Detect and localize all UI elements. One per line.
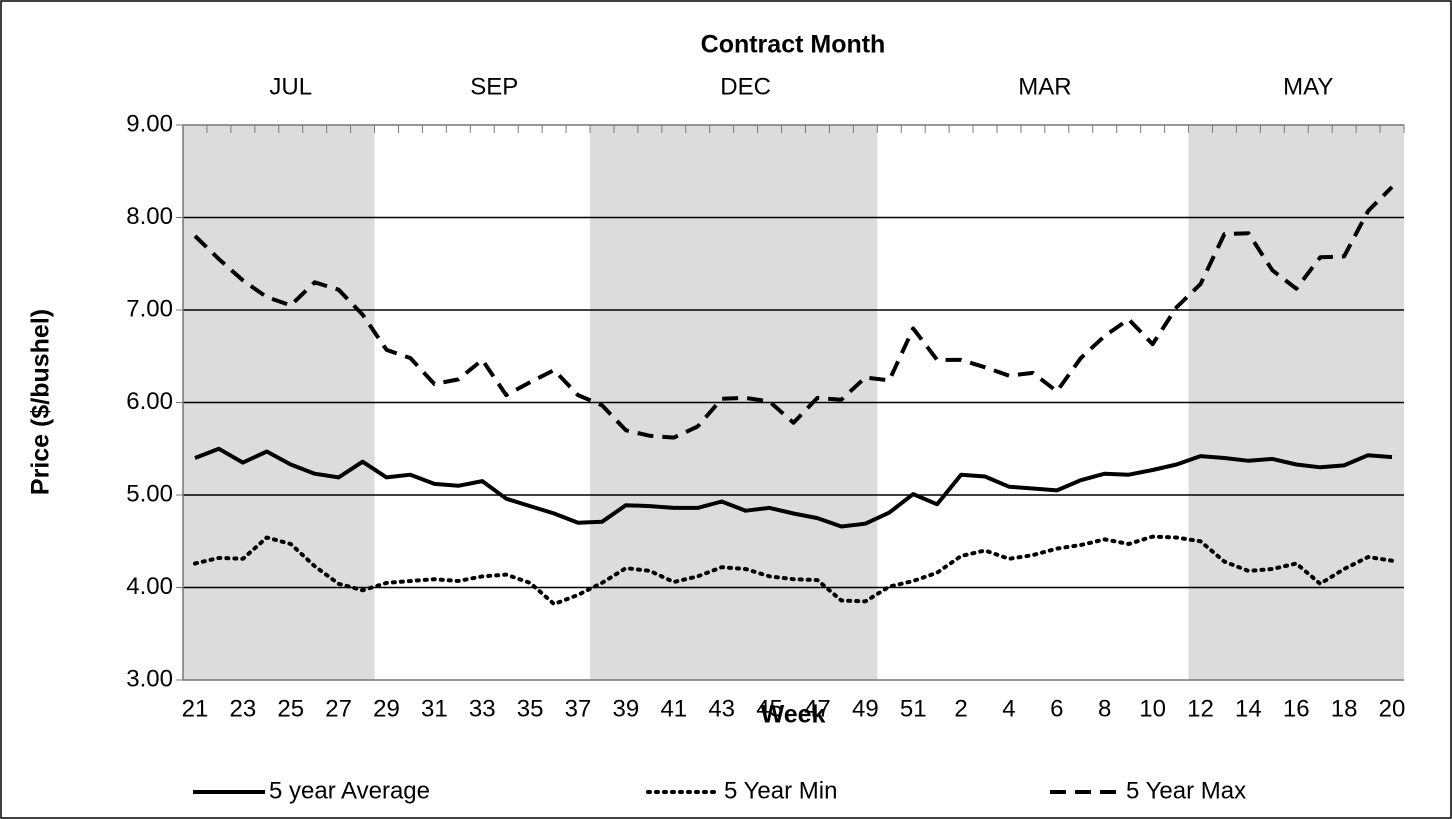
x-tick-label: 6 — [1050, 695, 1063, 722]
series-line — [193, 534, 1394, 607]
x-tick-label: 18 — [1331, 695, 1358, 722]
x-tick-label: 20 — [1379, 695, 1406, 722]
y-tick-label: 3.00 — [126, 665, 173, 692]
y-tick-label: 6.00 — [126, 388, 173, 415]
x-tick-label: 37 — [565, 695, 592, 722]
series-line — [193, 185, 1394, 440]
x-tick-label: 33 — [469, 695, 496, 722]
series-line — [194, 446, 1393, 529]
x-tick-label: 4 — [1002, 695, 1015, 722]
x-tick-label: 21 — [182, 695, 209, 722]
month-label: DEC — [720, 73, 771, 100]
y-tick-label: 7.00 — [126, 295, 173, 322]
x-tick-label: 49 — [852, 695, 879, 722]
legend-label: 5 Year Min — [724, 777, 837, 804]
x-tick-label: 47 — [804, 695, 831, 722]
x-tick-label: 29 — [373, 695, 400, 722]
top-axis-title: Contract Month — [701, 31, 886, 59]
x-axis-title: Week — [761, 701, 826, 729]
x-tick-label: 39 — [613, 695, 640, 722]
x-tick-label: 23 — [230, 695, 257, 722]
y-tick-label: 9.00 — [126, 110, 173, 137]
month-label: JUL — [269, 73, 312, 100]
x-tick-label: 43 — [708, 695, 735, 722]
y-axis-title: Price ($/bushel) — [27, 309, 55, 495]
x-tick-label: 16 — [1283, 695, 1310, 722]
x-tick-label: 14 — [1235, 695, 1262, 722]
x-tick-label: 27 — [325, 695, 352, 722]
x-tick-label: 35 — [517, 695, 544, 722]
x-tick-label: 8 — [1098, 695, 1111, 722]
x-tick-label: 31 — [421, 695, 448, 722]
x-tick-label: 10 — [1139, 695, 1166, 722]
month-label: MAY — [1283, 73, 1333, 100]
y-tick-label: 8.00 — [126, 203, 173, 230]
y-tick-label: 5.00 — [126, 480, 173, 507]
x-tick-label: 12 — [1187, 695, 1214, 722]
legend-label: 5 year Average — [269, 777, 430, 804]
x-tick-label: 2 — [954, 695, 967, 722]
x-tick-label: 51 — [900, 695, 927, 722]
x-tick-label: 41 — [660, 695, 687, 722]
y-tick-label: 4.00 — [126, 573, 173, 600]
x-tick-label: 45 — [756, 695, 783, 722]
month-label: MAR — [1018, 73, 1071, 100]
month-label: SEP — [470, 73, 518, 100]
legend-label: 5 Year Max — [1126, 777, 1246, 804]
x-tick-label: 25 — [277, 695, 304, 722]
